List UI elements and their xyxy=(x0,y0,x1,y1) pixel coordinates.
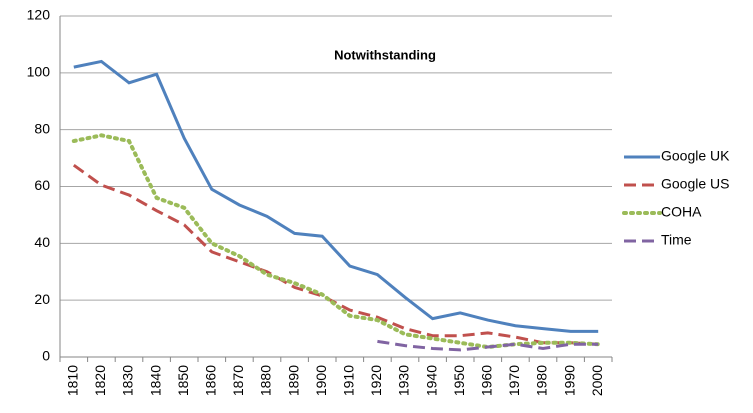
x-tick-label: 1940 xyxy=(423,365,439,396)
x-tick-label: 1920 xyxy=(368,365,384,396)
x-tick-label: 1840 xyxy=(147,365,163,396)
y-tick-label: 120 xyxy=(27,7,51,23)
x-tick-label: 1820 xyxy=(92,365,108,396)
series-line xyxy=(72,163,599,346)
legend-label: Google US xyxy=(661,176,729,192)
series-line xyxy=(73,59,599,333)
legend-label: Google UK xyxy=(661,148,730,164)
x-tick-label: 1980 xyxy=(534,365,550,396)
x-tick-label: 1900 xyxy=(313,365,329,396)
y-tick-label: 0 xyxy=(42,348,50,364)
y-tick-label: 80 xyxy=(34,120,50,136)
x-tick-label: 1910 xyxy=(341,365,357,396)
y-tick-label: 20 xyxy=(34,291,50,307)
legend-label: COHA xyxy=(661,204,702,220)
x-tick-label: 1880 xyxy=(258,365,274,396)
x-tick-label: 1810 xyxy=(65,365,81,396)
x-tick-label: 1990 xyxy=(561,365,577,396)
x-tick-label: 1850 xyxy=(175,365,191,396)
series-line xyxy=(377,339,599,352)
y-tick-label: 40 xyxy=(34,234,50,250)
x-tick-label: 1930 xyxy=(396,365,412,396)
x-tick-label: 1870 xyxy=(230,365,246,396)
series-line xyxy=(71,133,601,350)
y-tick-label: 100 xyxy=(27,64,51,80)
x-tick-label: 1970 xyxy=(506,365,522,396)
chart-title: Notwithstanding xyxy=(334,47,436,62)
x-tick-label: 1890 xyxy=(285,365,301,396)
x-tick-label: 1960 xyxy=(479,365,495,396)
y-tick-label: 60 xyxy=(34,177,50,193)
legend-label: Time xyxy=(661,232,692,248)
x-tick-label: 1950 xyxy=(451,365,467,396)
x-tick-label: 1830 xyxy=(120,365,136,396)
x-tick-label: 1860 xyxy=(203,365,219,396)
x-tick-label: 2000 xyxy=(589,365,605,396)
